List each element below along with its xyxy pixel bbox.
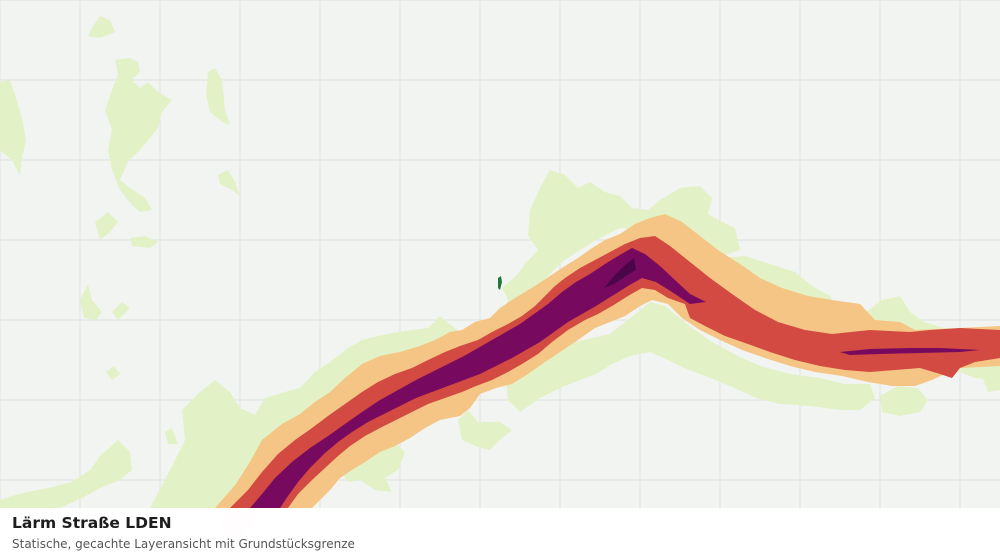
noise-area-islet-6: [112, 302, 130, 320]
noise-area-east-islet: [880, 386, 928, 416]
noise-area-central-south: [458, 410, 512, 450]
layer-subtitle: Statische, gecachte Layeransicht mit Gru…: [12, 537, 355, 551]
noise-area-west-strip: [0, 80, 26, 176]
noise-zone-highest: [604, 258, 636, 288]
noise-band-low: [215, 214, 1000, 508]
noise-area-islet-2: [218, 170, 240, 196]
noise-area-islet-4: [130, 236, 158, 248]
noise-band-high: [250, 248, 706, 508]
noise-core-highest: [604, 258, 636, 288]
noise-zone-low: [215, 214, 1000, 508]
noise-area-southwest-shore: [0, 440, 132, 508]
map-caption: Lärm Straße LDEN Statische, gecachte Lay…: [0, 508, 1000, 560]
noise-area-northwest-islet: [206, 68, 230, 125]
layer-title: Lärm Straße LDEN: [12, 514, 172, 532]
noise-area-central-basin: [505, 302, 875, 412]
noise-area-north-island: [88, 16, 115, 38]
parcel-marker[interactable]: [498, 276, 502, 290]
noise-area-northwest-chain: [105, 58, 172, 212]
noise-area-islet-7: [106, 366, 120, 380]
noise-area-far-east: [982, 370, 1000, 392]
noise-zone-high: [250, 248, 980, 508]
noise-area-islet-5: [80, 284, 102, 320]
noise-area-islet-3: [95, 212, 118, 240]
parcel-marker-shape: [498, 276, 502, 290]
noise-area-islet-8: [165, 428, 178, 444]
noise-band-high-east: [840, 348, 980, 355]
